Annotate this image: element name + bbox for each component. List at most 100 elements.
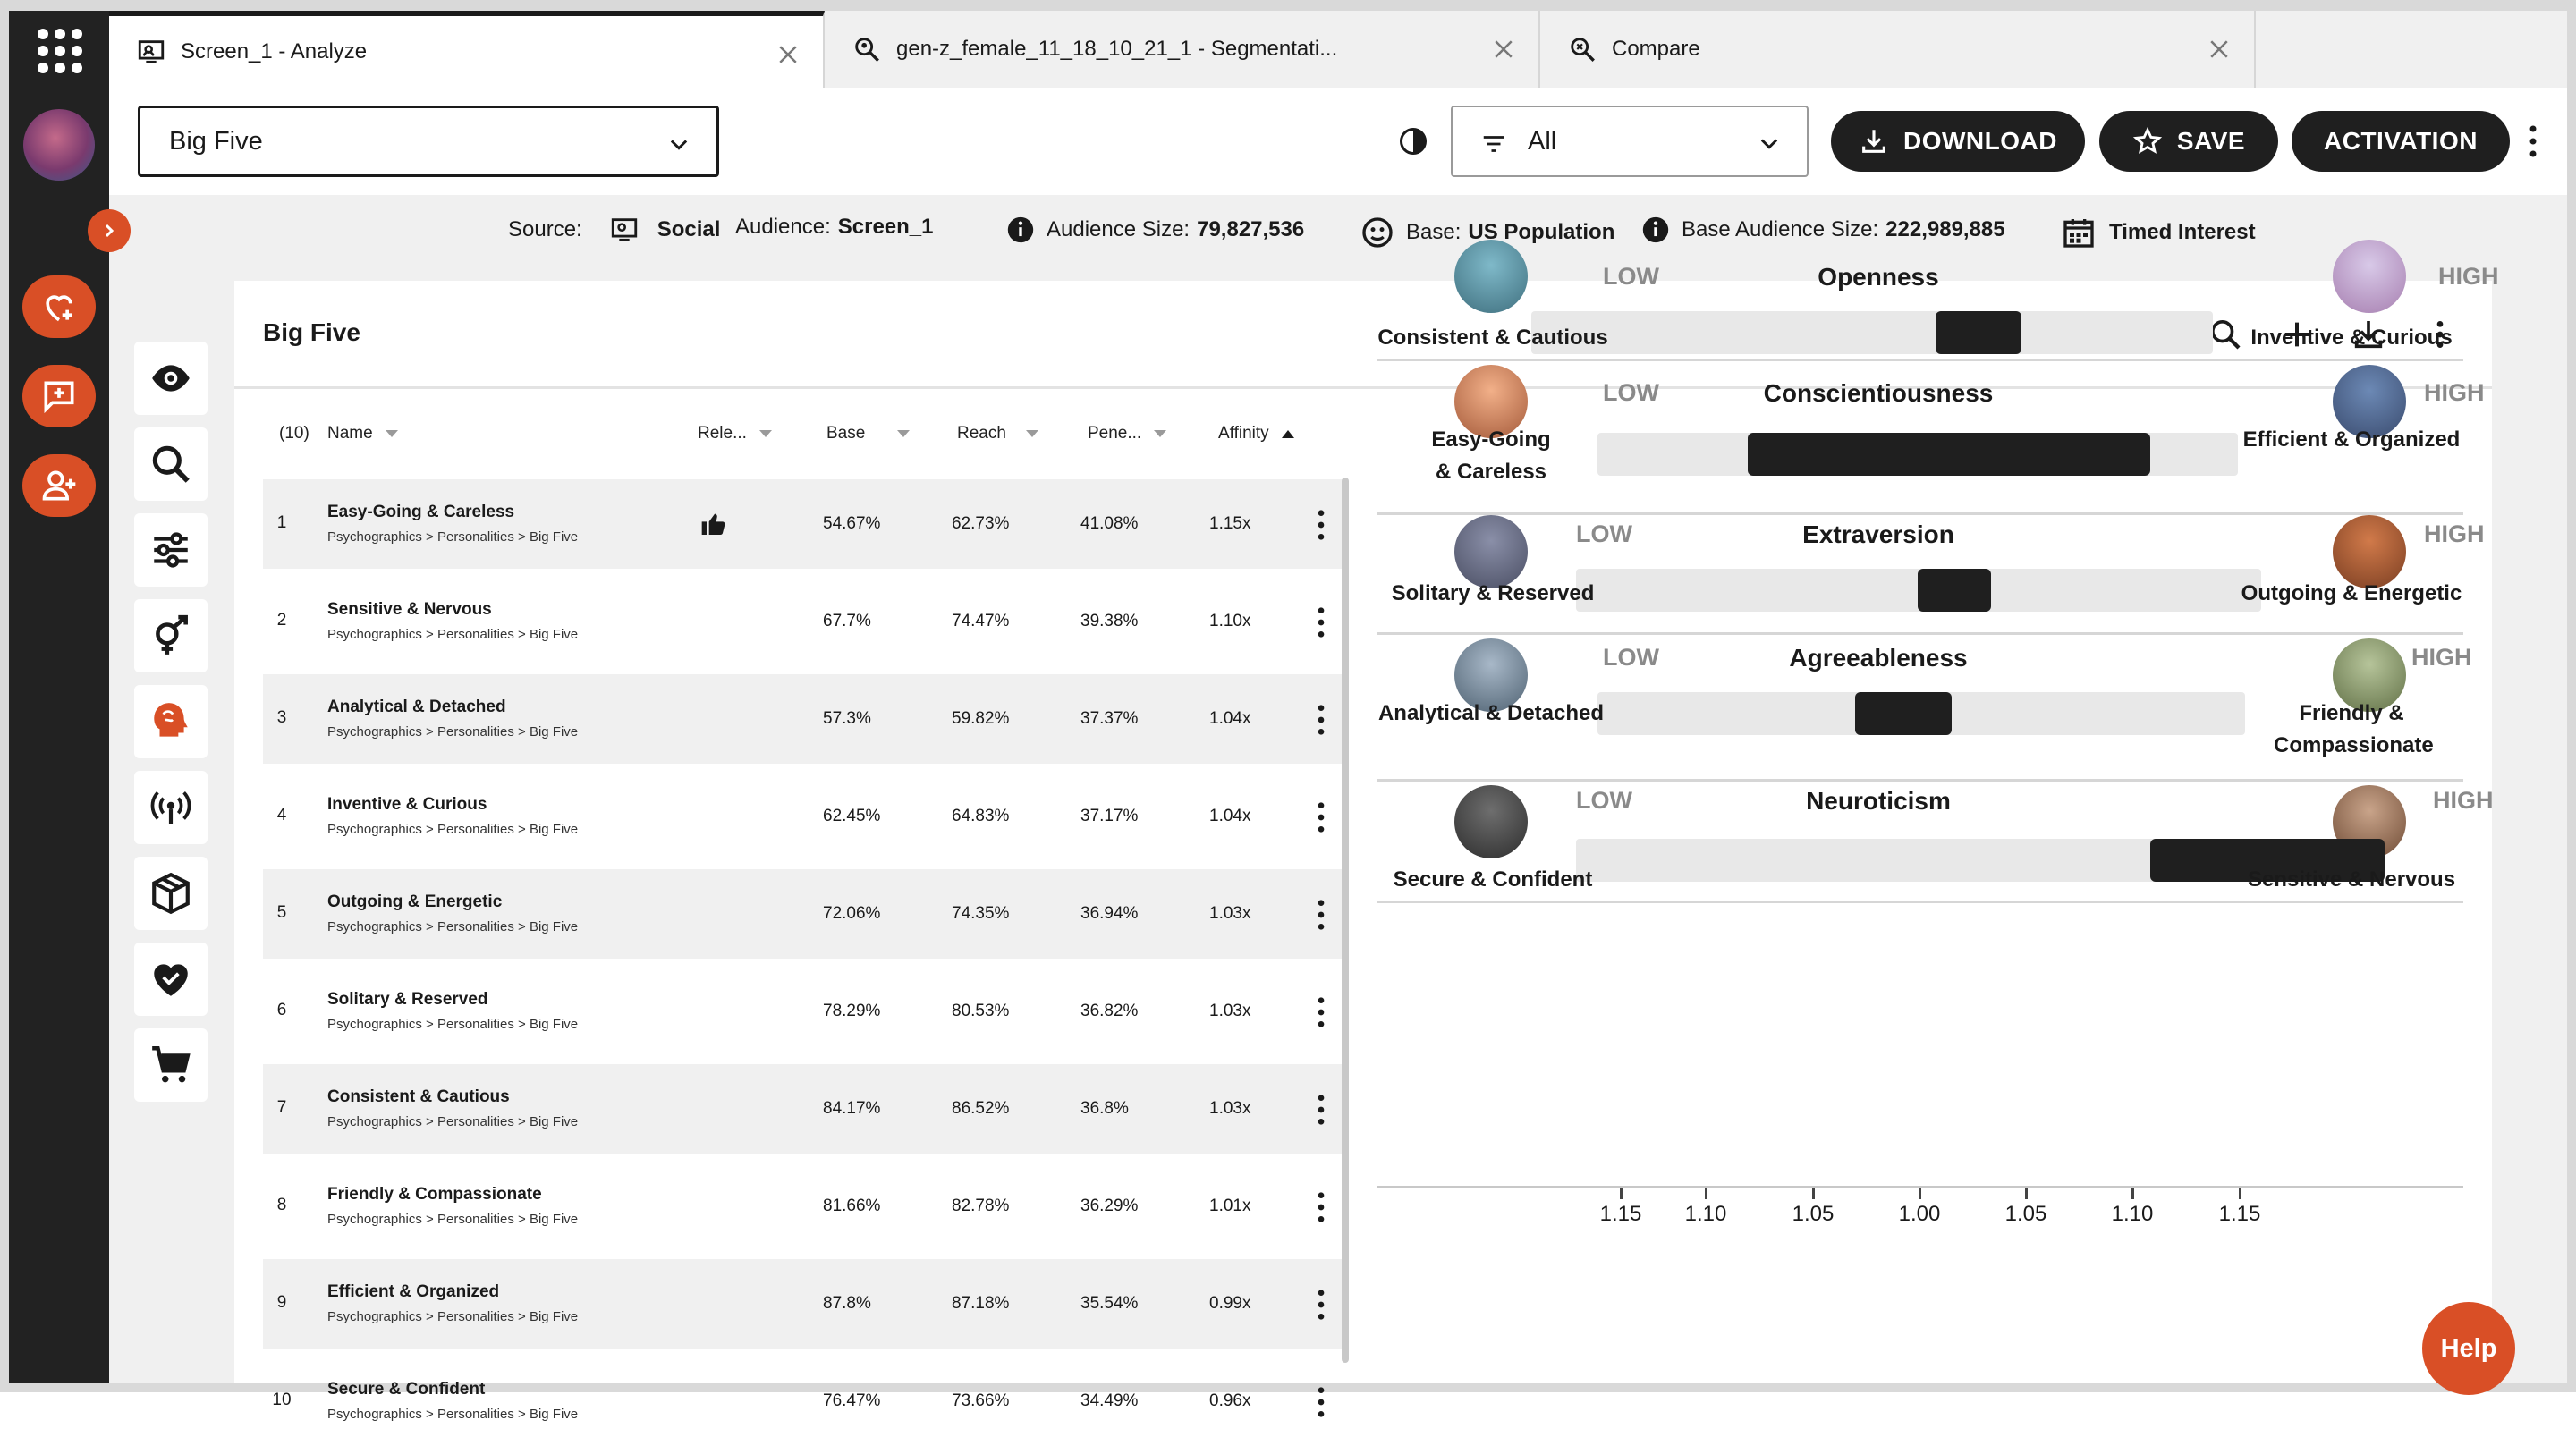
header-penetration[interactable]: Pene... — [1088, 424, 1166, 444]
audience-size-value: 79,827,536 — [1197, 217, 1304, 242]
trait-title: Neuroticism — [1744, 787, 2012, 816]
header-relevance[interactable]: Rele... — [698, 424, 772, 444]
thumbs-up-icon[interactable] — [699, 510, 728, 538]
row-more-options-icon[interactable] — [1315, 508, 1327, 542]
row-name: Inventive & Curious — [327, 795, 487, 815]
row-path: Psychographics > Personalities > Big Fiv… — [327, 627, 578, 642]
close-icon[interactable] — [775, 41, 801, 68]
gender-icon — [148, 613, 193, 658]
tab-compare[interactable]: Compare — [1540, 11, 2256, 88]
subnav-psychographics[interactable] — [134, 685, 208, 758]
rail-new-comment-button[interactable] — [22, 365, 96, 427]
tab-segmentation[interactable]: gen-z_female_11_18_10_21_1 - Segmentati.… — [825, 11, 1540, 88]
row-penetration: 37.37% — [1080, 709, 1138, 729]
row-more-options-icon[interactable] — [1315, 1190, 1327, 1224]
rail-favorites-button[interactable] — [22, 275, 96, 338]
trait-low-tag: LOW — [1603, 644, 1659, 672]
subnav-media[interactable] — [134, 771, 208, 844]
row-more-options-icon[interactable] — [1315, 995, 1327, 1029]
header-relevance-label: Rele... — [698, 424, 747, 444]
tab-label: Compare — [1612, 37, 1700, 62]
row-more-options-icon[interactable] — [1315, 898, 1327, 932]
audience-info: Audience: Screen_1 — [735, 215, 934, 240]
trait-high-tag: HIGH — [2424, 520, 2485, 548]
axis-tick — [1705, 1188, 1707, 1199]
axis-tick-label: 1.00 — [1884, 1202, 1955, 1227]
trait-low-label: Analytical & Detached — [1377, 698, 1605, 730]
category-select[interactable]: Big Five — [138, 106, 719, 177]
tab-analyze[interactable]: Screen_1 - Analyze — [109, 11, 825, 88]
subnav-view[interactable] — [134, 342, 208, 415]
subnav-brands[interactable] — [134, 943, 208, 1016]
heart-plus-icon — [39, 287, 79, 326]
expand-rail-button[interactable] — [88, 209, 131, 252]
trait-high-label: Efficient & Organized — [2238, 424, 2465, 456]
subnav-search[interactable] — [134, 427, 208, 501]
subnav-demographics[interactable] — [134, 599, 208, 672]
header-reach[interactable]: Reach — [957, 424, 1038, 444]
header-name[interactable]: Name — [327, 424, 398, 444]
save-label: SAVE — [2177, 127, 2245, 156]
axis-tick-label: 1.15 — [2204, 1202, 2275, 1227]
row-more-options-icon[interactable] — [1315, 703, 1327, 737]
eye-icon — [148, 356, 193, 401]
subnav-products[interactable] — [134, 857, 208, 930]
chevron-right-icon — [98, 220, 120, 241]
row-reach: 74.47% — [952, 612, 1009, 631]
table-scrollbar[interactable] — [1342, 478, 1349, 1363]
row-index: 9 — [263, 1293, 301, 1313]
row-reach: 74.35% — [952, 904, 1009, 924]
contrast-icon[interactable] — [1397, 125, 1429, 157]
segment-search-icon — [852, 34, 882, 64]
audience-size-label: Audience Size: — [1046, 217, 1190, 242]
apps-grid-icon[interactable] — [38, 29, 82, 73]
trait-track — [1531, 311, 2213, 354]
close-icon[interactable] — [1490, 36, 1517, 63]
info-icon[interactable] — [1005, 215, 1036, 245]
row-reach: 86.52% — [952, 1099, 1009, 1119]
row-more-options-icon[interactable] — [1315, 605, 1327, 639]
close-icon[interactable] — [2206, 36, 2233, 63]
filter-select[interactable]: All — [1451, 106, 1809, 177]
header-affinity[interactable]: Affinity — [1218, 424, 1294, 444]
help-button[interactable]: Help — [2422, 1302, 2515, 1395]
axis-tick-label: 1.10 — [1670, 1202, 1741, 1227]
more-options-icon[interactable] — [2524, 123, 2542, 159]
row-index: 8 — [263, 1196, 301, 1215]
axis-tick-label: 1.10 — [2097, 1202, 2168, 1227]
trait-separator — [1377, 901, 2463, 903]
subnav-shopping[interactable] — [134, 1028, 208, 1102]
save-button[interactable]: SAVE — [2099, 111, 2278, 172]
header-base[interactable]: Base — [826, 424, 910, 444]
row-affinity: 0.99x — [1209, 1294, 1250, 1314]
row-path: Psychographics > Personalities > Big Fiv… — [327, 1309, 578, 1324]
row-affinity: 1.04x — [1209, 807, 1250, 826]
rail-add-user-button[interactable] — [22, 454, 96, 517]
user-avatar[interactable] — [23, 109, 95, 181]
row-reach: 87.18% — [952, 1294, 1009, 1314]
subnav-filters[interactable] — [134, 513, 208, 587]
source-label: Source: — [508, 217, 582, 242]
row-more-options-icon[interactable] — [1315, 1288, 1327, 1322]
add-user-icon — [39, 466, 79, 505]
row-more-options-icon[interactable] — [1315, 1385, 1327, 1419]
row-penetration: 41.08% — [1080, 514, 1138, 534]
trait-affinity-bar — [1855, 692, 1952, 735]
row-more-options-icon[interactable] — [1315, 1093, 1327, 1127]
download-button[interactable]: DOWNLOAD — [1831, 111, 2085, 172]
row-path: Psychographics > Personalities > Big Fiv… — [327, 822, 578, 837]
activation-button[interactable]: ACTIVATION — [2292, 111, 2510, 172]
row-more-options-icon[interactable] — [1315, 800, 1327, 834]
category-select-value: Big Five — [169, 127, 263, 156]
